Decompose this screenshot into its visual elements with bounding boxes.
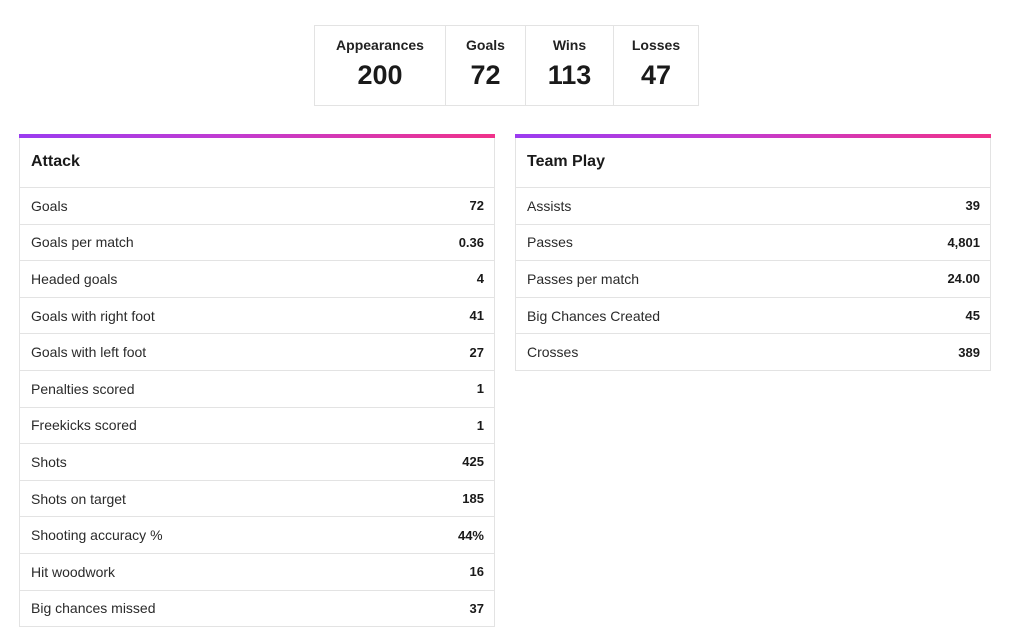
team-play-list: Assists 39 Passes 4,801 Passes per match 24.0… — [516, 188, 990, 370]
stat-row: Big chances missed 37 — [20, 591, 494, 627]
stat-label: Big chances missed — [31, 600, 156, 617]
stat-label: Shots — [31, 453, 67, 470]
stat-label: Goals with left foot — [31, 344, 147, 361]
stat-label: Goals with right foot — [31, 307, 155, 324]
stat-label: Passes per match — [527, 270, 640, 287]
summary-label: Goals — [466, 37, 505, 53]
summary-appearances: Appearances 200 — [315, 26, 446, 105]
stat-value: 425 — [462, 454, 484, 470]
stat-value: 72 — [469, 198, 484, 214]
summary-label: Wins — [552, 37, 587, 53]
stat-label: Hit woodwork — [31, 563, 116, 580]
summary-losses: Losses 47 — [614, 26, 698, 105]
stat-row: Shooting accuracy % 44% — [20, 517, 494, 554]
accent-bar — [515, 134, 991, 138]
stat-row: Passes per match 24.00 — [516, 261, 990, 298]
stat-row: Goals per match 0.36 — [20, 225, 494, 262]
summary-label: Losses — [631, 37, 681, 53]
summary-value: 47 — [640, 60, 672, 90]
stat-label: Penalties scored — [31, 380, 135, 397]
stat-value: 389 — [958, 344, 980, 360]
summary-value: 200 — [357, 60, 403, 90]
attack-title: Attack — [20, 138, 494, 188]
stat-row: Big Chances Created 45 — [516, 298, 990, 335]
stat-value: 44% — [457, 527, 484, 543]
stat-label: Crosses — [527, 344, 579, 361]
attack-list: Goals 72 Goals per match 0.36 Headed goals 4 G… — [20, 188, 494, 626]
stat-row: Shots on target 185 — [20, 481, 494, 518]
stat-label: Goals — [31, 197, 68, 214]
stat-label: Goals per match — [31, 234, 134, 251]
summary-value: 113 — [547, 60, 592, 90]
stat-row: Penalties scored 1 — [20, 371, 494, 408]
stat-label: Headed goals — [31, 270, 118, 287]
stat-row: Headed goals 4 — [20, 261, 494, 298]
attack-card: Attack Goals 72 Goals per match 0.36 Headed … — [19, 134, 495, 628]
stat-row: Assists 39 — [516, 188, 990, 225]
accent-bar — [19, 134, 495, 138]
stat-value: 1 — [476, 381, 484, 397]
stat-row: Goals with right foot 41 — [20, 298, 494, 335]
stat-row: Goals with left foot 27 — [20, 334, 494, 371]
stat-value: 0.36 — [458, 234, 484, 250]
stat-value: 24.00 — [947, 271, 980, 287]
stat-label: Shots on target — [31, 490, 126, 507]
stat-value: 39 — [965, 198, 980, 214]
summary-goals: Goals 72 — [446, 26, 526, 105]
stat-row: Passes 4,801 — [516, 225, 990, 262]
stat-row: Freekicks scored 1 — [20, 408, 494, 445]
summary-label: Appearances — [336, 37, 424, 53]
summary-value: 72 — [470, 60, 501, 90]
stat-value: 41 — [469, 308, 484, 324]
summary-wins: Wins 113 — [526, 26, 614, 105]
stat-row: Shots 425 — [20, 444, 494, 481]
stat-label: Big Chances Created — [527, 307, 661, 324]
stat-value: 1 — [476, 417, 484, 433]
stat-value: 185 — [462, 491, 484, 507]
stat-label: Freekicks scored — [31, 417, 137, 434]
stat-value: 4,801 — [947, 234, 980, 250]
stat-value: 16 — [469, 564, 484, 580]
summary-stats: Appearances 200 Goals 72 Wins 113 Losses… — [314, 25, 699, 106]
stat-row: Crosses 389 — [516, 334, 990, 370]
team-play-title: Team Play — [516, 138, 990, 188]
stat-value: 4 — [476, 271, 484, 287]
stat-value: 45 — [965, 308, 980, 324]
stat-row: Hit woodwork 16 — [20, 554, 494, 591]
stat-label: Passes — [527, 234, 573, 251]
team-play-card: Team Play Assists 39 Passes 4,801 Passes per… — [515, 134, 991, 371]
stat-label: Assists — [527, 197, 572, 214]
stat-row: Goals 72 — [20, 188, 494, 225]
stat-value: 37 — [469, 600, 484, 616]
stat-value: 27 — [469, 344, 484, 360]
stat-label: Shooting accuracy % — [31, 527, 163, 544]
